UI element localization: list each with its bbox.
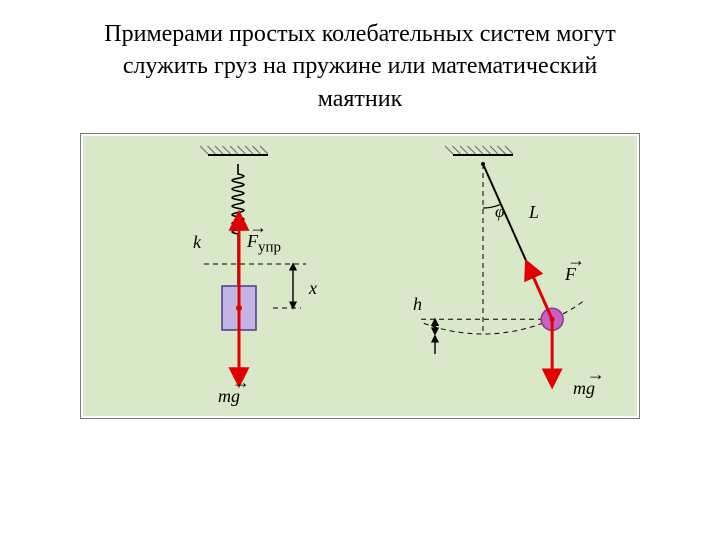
- label-L: L: [529, 202, 539, 223]
- label-mg-pendulum: m→g: [573, 378, 595, 399]
- label-phi: φ: [495, 202, 504, 222]
- label-x: x: [309, 278, 317, 299]
- title-line-2: служить груз на пружине или математическ…: [40, 50, 680, 82]
- label-mg-spring: m→g: [218, 386, 240, 407]
- page-title: Примерами простых колебательных систем м…: [0, 0, 720, 125]
- diagram-svg: [83, 136, 637, 416]
- label-F-upr: →Fупр: [247, 231, 281, 257]
- label-h: h: [413, 294, 422, 315]
- figure-canvas: k →Fупр x m→g φ Lh →F m→g: [83, 136, 637, 416]
- label-k: k: [193, 232, 201, 253]
- label-F: →F: [565, 264, 576, 285]
- title-line-3: маятник: [40, 83, 680, 115]
- title-line-1: Примерами простых колебательных систем м…: [40, 18, 680, 50]
- figure-frame: k →Fупр x m→g φ Lh →F m→g: [80, 133, 640, 419]
